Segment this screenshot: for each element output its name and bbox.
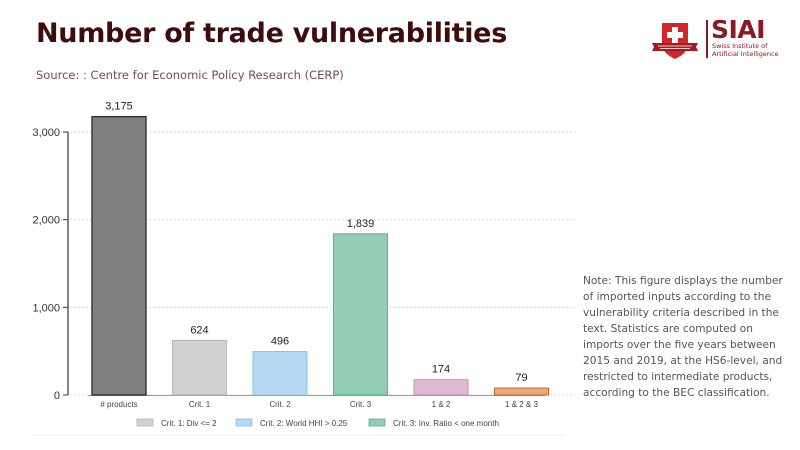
y-tick-label: 3,000 xyxy=(32,127,60,139)
logo-subtitle-line2: Artificial Intelligence xyxy=(712,49,779,58)
legend-swatch xyxy=(136,418,154,427)
bar-1-2-3 xyxy=(494,387,549,396)
x-category-label: 1 & 2 xyxy=(432,400,451,409)
swiss-shield-icon xyxy=(652,23,698,59)
legend: Crit. 1: Div <= 2 Crit. 2: World HHI > 0.… xyxy=(30,418,565,436)
page-title: Number of trade vulnerabilities xyxy=(36,18,507,49)
bar-value-label: 496 xyxy=(271,336,289,348)
legend-label: Crit. 2: World HHI > 0.25 xyxy=(260,419,348,428)
logo-subtitle: Swiss Institute of Artificial Intelligen… xyxy=(712,42,792,58)
figure-note: Note: This figure displays the number of… xyxy=(583,275,783,399)
y-tick-label: 1,000 xyxy=(32,302,60,314)
logo-divider xyxy=(706,20,708,58)
legend-label: Crit. 3: Inv. Ratio < one month xyxy=(393,419,499,428)
bar-1-2 xyxy=(413,379,469,396)
legend-label: Crit. 1: Div <= 2 xyxy=(161,419,217,428)
logo-name: SIAI xyxy=(711,15,765,44)
x-category-label: Crit. 2 xyxy=(269,400,291,409)
x-category-label: 1 & 2 & 3 xyxy=(505,400,538,409)
bar-crit-3 xyxy=(333,233,388,396)
x-category-label: Crit. 3 xyxy=(350,400,372,409)
bar-products xyxy=(91,115,147,396)
y-axis: 0 1,000 2,000 3,000 xyxy=(32,127,545,402)
bar-value-label: 174 xyxy=(432,364,450,376)
logo-subtitle-line1: Swiss Institute of xyxy=(712,42,768,50)
source-caption: Source: : Centre for Economic Policy Res… xyxy=(36,68,344,82)
x-category-label: Crit. 1 xyxy=(189,400,211,409)
bar-value-label: 3,175 xyxy=(105,101,133,113)
bar-crit-2 xyxy=(252,351,308,396)
bar-value-label: 79 xyxy=(515,372,527,384)
bar-value-label: 624 xyxy=(190,324,208,336)
bar-value-label: 1,839 xyxy=(347,218,375,230)
x-axis-labels: # products Crit. 1 Crit. 2 Crit. 3 1 & 2 1 & … xyxy=(100,400,538,409)
siai-logo: SIAI Swiss Institute of Artificial Intel… xyxy=(646,15,786,64)
bar-value-labels: 3,175 624 496 1,839 174 79 xyxy=(105,101,527,384)
bar-crit-1 xyxy=(172,339,227,396)
legend-swatch xyxy=(235,418,253,427)
x-category-label: # products xyxy=(100,400,137,409)
legend-swatch xyxy=(368,418,386,427)
bars xyxy=(91,115,549,396)
y-tick-label: 0 xyxy=(54,390,60,402)
y-tick-label: 2,000 xyxy=(32,215,60,227)
